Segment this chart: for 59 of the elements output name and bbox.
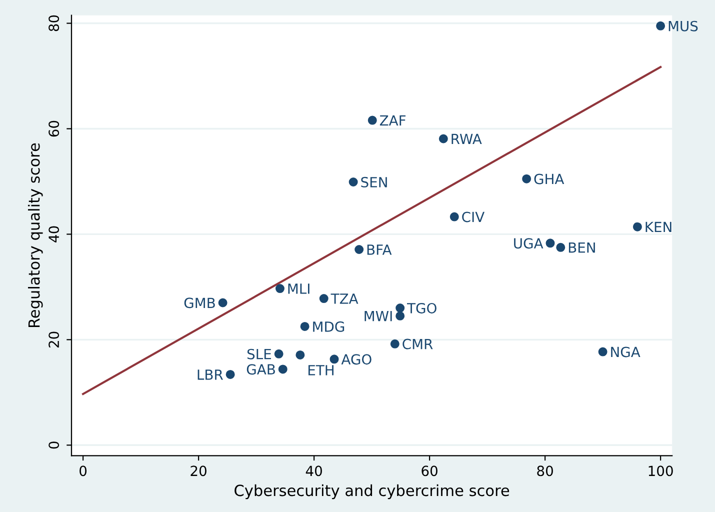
- annotation: UGA: [514, 238, 544, 249]
- point: [348, 177, 358, 186]
- point: [354, 244, 364, 254]
- annotation: LBR: [198, 370, 223, 380]
- annotation: CMR: [402, 338, 433, 350]
- y-tick-label: 40: [48, 226, 60, 242]
- annotation: GAB: [246, 364, 275, 375]
- x-tick-label: 100: [648, 466, 673, 476]
- point: [296, 350, 305, 360]
- x-tick-label: 60: [422, 466, 438, 476]
- annotation: BEN: [568, 242, 595, 253]
- point: [396, 304, 405, 313]
- point: [522, 174, 532, 184]
- x-tick-label: 80: [537, 466, 553, 476]
- annotation: MWI: [364, 311, 392, 322]
- annotation: GHA: [534, 174, 564, 184]
- annotation: MUS: [668, 20, 698, 32]
- point: [319, 294, 328, 304]
- annotation: SEN: [361, 176, 387, 188]
- y-tick-label: 80: [48, 15, 60, 32]
- annotation: TGO: [407, 302, 436, 314]
- point: [598, 347, 608, 356]
- point: [300, 322, 310, 331]
- y-tick-label: 20: [48, 332, 60, 348]
- point: [278, 364, 288, 374]
- annotation: TZA: [330, 294, 358, 304]
- point: [632, 222, 642, 232]
- point: [396, 311, 405, 320]
- point: [218, 298, 228, 308]
- point: [450, 212, 459, 222]
- annotation: GMB: [184, 298, 215, 308]
- annotation: KEN: [646, 222, 672, 232]
- x-tick-label: 0: [80, 466, 87, 476]
- x-axis-title: Cybersecurity and cybercrime score: [234, 484, 510, 500]
- point: [226, 370, 235, 379]
- point: [390, 339, 400, 348]
- y-axis-title: Regulatory quality score: [28, 143, 43, 328]
- annotation: AGO: [341, 354, 372, 365]
- annotation: CIV: [462, 212, 485, 222]
- point: [275, 284, 284, 294]
- point: [556, 242, 566, 252]
- annotation: RWA: [452, 134, 482, 144]
- point: [274, 349, 284, 358]
- annotation: NGA: [611, 346, 640, 358]
- annotation: ETH: [308, 365, 334, 376]
- annotation: ZAF: [380, 115, 406, 126]
- point: [656, 21, 666, 30]
- annotation: MLI: [288, 284, 310, 294]
- y-tick-label: 60: [48, 120, 60, 137]
- x-tick-label: 20: [190, 466, 206, 476]
- point: [546, 238, 555, 248]
- y-tick-label: 0: [48, 442, 60, 449]
- point: [438, 134, 448, 144]
- point: [368, 116, 377, 125]
- x-tick-label: 40: [306, 466, 322, 476]
- point: [330, 354, 339, 364]
- annotation: BFA: [367, 244, 392, 255]
- annotation: MDG: [313, 321, 344, 332]
- annotation: SLE: [247, 348, 271, 360]
